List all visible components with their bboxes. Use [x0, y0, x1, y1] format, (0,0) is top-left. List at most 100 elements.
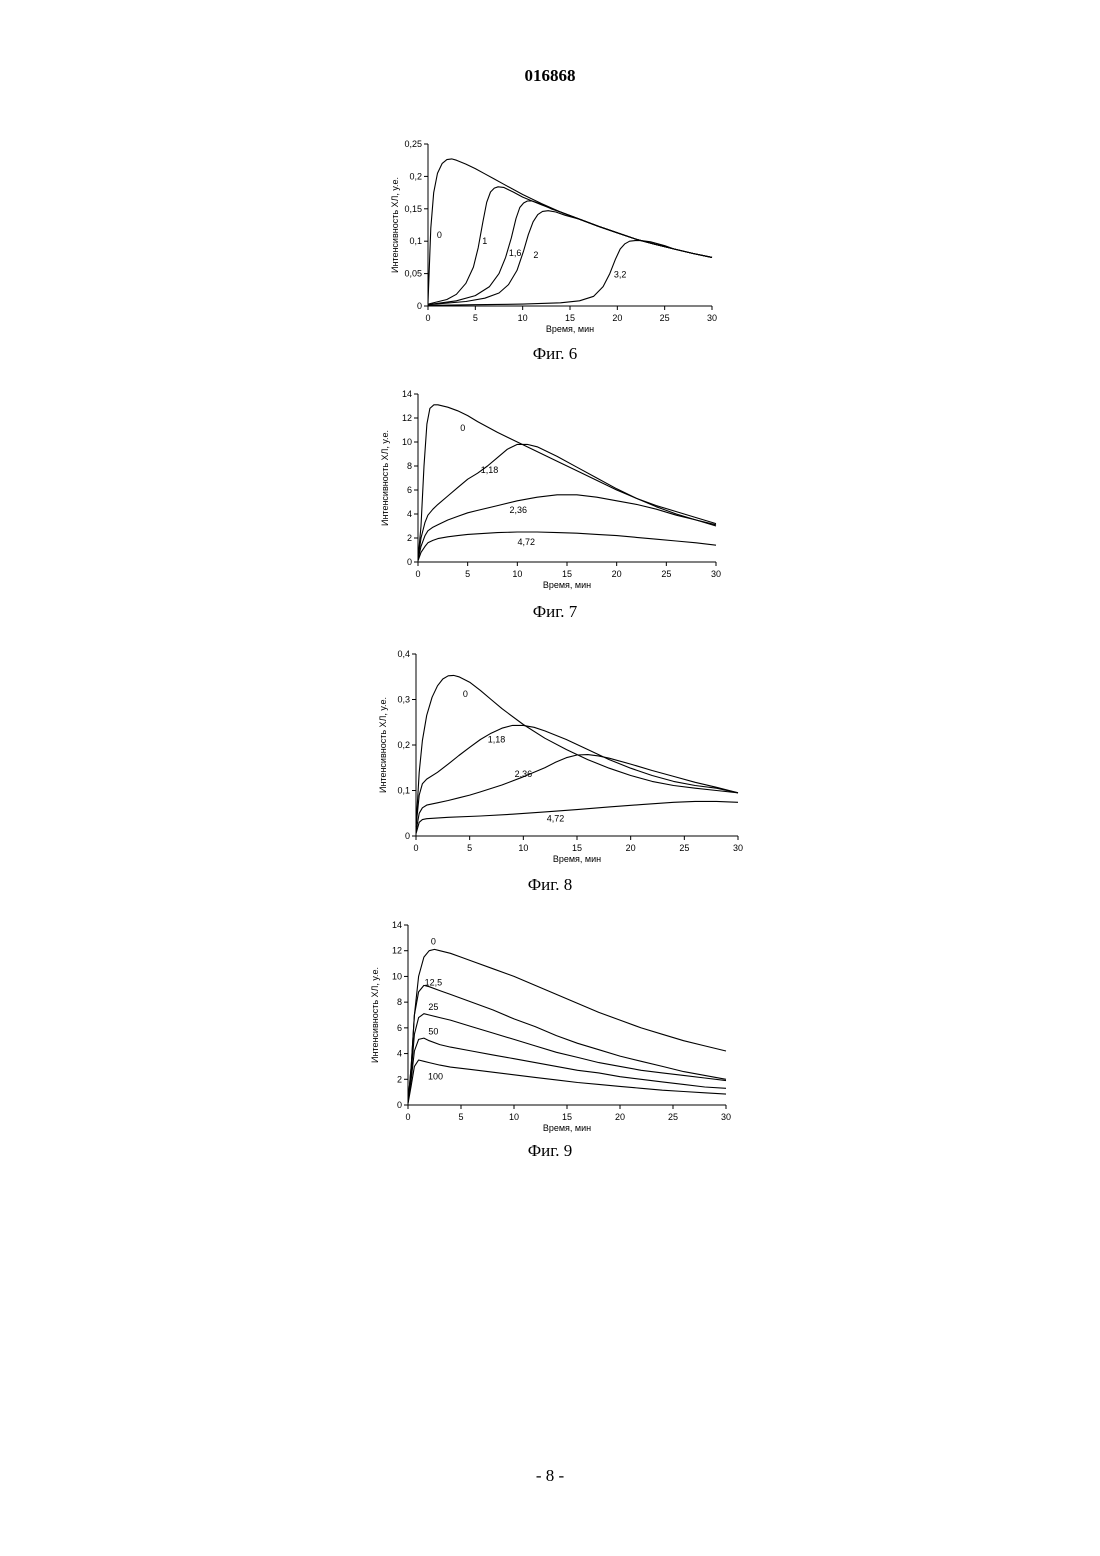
x-tick-label: 30	[733, 843, 743, 853]
series-label-1-18: 1,18	[488, 735, 506, 745]
y-tick-label: 0,25	[404, 139, 422, 149]
y-axis-title: Интенсивность ХЛ, у.е.	[380, 430, 390, 526]
x-tick-label: 15	[562, 569, 572, 579]
series-line-4-72	[418, 532, 716, 561]
series-label-0: 0	[460, 423, 465, 433]
series-line-100	[408, 1060, 726, 1104]
series-label-0: 0	[431, 936, 436, 946]
series-label-2: 2	[533, 250, 538, 260]
series-label-25: 25	[428, 1002, 438, 1012]
y-tick-label: 4	[397, 1049, 402, 1059]
series-label-3-2: 3,2	[614, 269, 627, 279]
x-tick-label: 30	[707, 313, 717, 323]
y-tick-label: 6	[397, 1023, 402, 1033]
y-tick-label: 14	[402, 389, 412, 399]
x-tick-label: 10	[518, 313, 528, 323]
y-tick-label: 0,1	[409, 236, 422, 246]
y-tick-label: 4	[407, 509, 412, 519]
series-label-1: 1	[482, 236, 487, 246]
series-label-100: 100	[428, 1071, 443, 1081]
figure-7-chart: 05101520253002468101214Время, минИнтенси…	[370, 384, 740, 609]
x-tick-label: 15	[562, 1112, 572, 1122]
y-axis-title: Интенсивность ХЛ, у.е.	[390, 177, 400, 273]
series-label-2-36: 2,36	[510, 505, 528, 515]
figure-9-chart: 0 5 10 15 20 25 30 0 2 4 6 8 10 12 14 Время, мин Интенси…	[368, 915, 748, 1150]
series-label-4-72: 4,72	[518, 537, 536, 547]
series-line-4-72	[416, 801, 738, 833]
series-line-1-18	[418, 444, 716, 559]
figure-6: 05101520253000,050,10,150,20,25Время, ми…	[370, 128, 740, 368]
figure-6-caption: Фиг. 6	[370, 344, 740, 364]
y-tick-label: 0,4	[397, 649, 410, 659]
series-line-1	[428, 187, 712, 304]
figure-8-chart: 05101520253000,10,20,30,4Время, минИнтен…	[368, 643, 758, 878]
series-label-50: 50	[428, 1026, 438, 1036]
y-tick-label: 0,1	[397, 786, 410, 796]
series-line-1-18	[416, 725, 738, 827]
figure-8: 05101520253000,10,20,30,4Время, минИнтен…	[368, 643, 758, 903]
figure-6-chart: 05101520253000,050,10,150,20,25Время, ми…	[370, 128, 740, 353]
x-tick-label: 5	[473, 313, 478, 323]
x-tick-label: 20	[612, 569, 622, 579]
series-line-2-36	[416, 755, 738, 832]
y-axis-title: Интенсивность ХЛ, у.е.	[378, 697, 388, 793]
y-tick-label: 0	[407, 557, 412, 567]
series-label-1-18: 1,18	[481, 465, 499, 475]
y-tick-label: 10	[402, 437, 412, 447]
x-axis-title: Время, мин	[543, 1123, 591, 1133]
y-tick-label: 0	[405, 831, 410, 841]
y-tick-label: 2	[407, 533, 412, 543]
x-tick-label: 30	[721, 1112, 731, 1122]
y-tick-label: 12	[392, 946, 402, 956]
y-tick-label: 14	[392, 920, 402, 930]
x-tick-label: 15	[565, 313, 575, 323]
series-line-0	[428, 159, 712, 303]
x-tick-label: 25	[660, 313, 670, 323]
y-tick-label: 10	[392, 971, 402, 981]
y-tick-label: 12	[402, 413, 412, 423]
x-tick-label: 10	[512, 569, 522, 579]
figure-7-caption: Фиг. 7	[370, 602, 740, 622]
y-axis-title: Интенсивность ХЛ, у.е.	[370, 967, 380, 1063]
series-line-0	[408, 949, 726, 1102]
x-axis-title: Время, мин	[543, 580, 591, 590]
series-label-2-36: 2,36	[515, 769, 533, 779]
x-tick-label: 20	[612, 313, 622, 323]
figure-7: 05101520253002468101214Время, минИнтенси…	[370, 384, 740, 624]
document-number: 016868	[0, 66, 1100, 86]
x-tick-label: 15	[572, 843, 582, 853]
series-label-0: 0	[463, 689, 468, 699]
figure-9-caption: Фиг. 9	[368, 1141, 732, 1161]
series-line-25	[408, 1014, 726, 1103]
y-tick-label: 0,2	[397, 740, 410, 750]
figure-9: 0 5 10 15 20 25 30 0 2 4 6 8 10 12 14 Время, мин Интенси…	[368, 915, 748, 1165]
series-line-12-5	[408, 985, 726, 1102]
y-tick-label: 0,05	[404, 269, 422, 279]
x-tick-label: 0	[405, 1112, 410, 1122]
x-tick-label: 20	[626, 843, 636, 853]
series-line-2	[428, 211, 712, 305]
y-tick-label: 8	[397, 997, 402, 1007]
x-tick-label: 10	[509, 1112, 519, 1122]
y-tick-label: 0,3	[397, 695, 410, 705]
series-label-4-72: 4,72	[547, 813, 565, 823]
x-axis-title: Время, мин	[546, 324, 594, 334]
y-tick-label: 0	[397, 1100, 402, 1110]
x-tick-label: 30	[711, 569, 721, 579]
x-tick-label: 20	[615, 1112, 625, 1122]
y-tick-label: 2	[397, 1074, 402, 1084]
x-axis-title: Время, мин	[553, 854, 601, 864]
y-tick-label: 6	[407, 485, 412, 495]
figure-8-caption: Фиг. 8	[368, 875, 732, 895]
x-tick-label: 25	[668, 1112, 678, 1122]
x-tick-label: 0	[425, 313, 430, 323]
x-tick-label: 5	[458, 1112, 463, 1122]
series-label-0: 0	[437, 230, 442, 240]
x-tick-label: 5	[467, 843, 472, 853]
series-line-2-36	[418, 495, 716, 560]
series-label-12-5: 12,5	[425, 977, 443, 987]
y-tick-label: 0	[417, 301, 422, 311]
x-tick-label: 10	[518, 843, 528, 853]
y-tick-label: 8	[407, 461, 412, 471]
x-tick-label: 0	[415, 569, 420, 579]
